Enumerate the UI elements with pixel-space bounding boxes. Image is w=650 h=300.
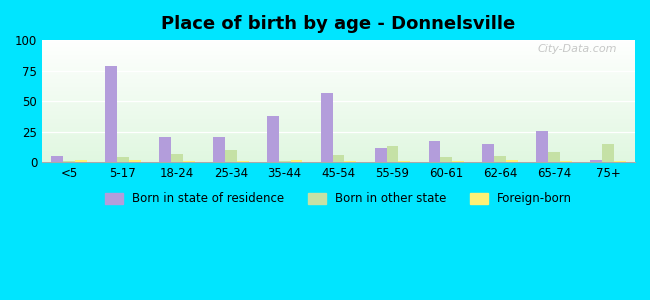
- Bar: [506, 160, 518, 162]
- Bar: [387, 146, 398, 162]
- Bar: [536, 130, 548, 162]
- Bar: [225, 150, 237, 162]
- Bar: [441, 158, 452, 162]
- Bar: [279, 161, 291, 162]
- Title: Place of birth by age - Donnelsville: Place of birth by age - Donnelsville: [161, 15, 515, 33]
- Bar: [105, 66, 117, 162]
- Bar: [344, 161, 356, 162]
- Bar: [51, 156, 63, 162]
- Bar: [237, 161, 248, 162]
- Bar: [320, 93, 333, 162]
- Bar: [129, 160, 141, 162]
- Bar: [482, 144, 494, 162]
- Bar: [75, 160, 87, 162]
- Bar: [333, 155, 344, 162]
- Bar: [171, 154, 183, 162]
- Bar: [183, 161, 194, 162]
- Bar: [590, 160, 602, 162]
- Bar: [452, 161, 464, 162]
- Bar: [291, 160, 302, 162]
- Bar: [267, 116, 279, 162]
- Bar: [213, 136, 225, 162]
- Bar: [398, 161, 410, 162]
- Bar: [602, 144, 614, 162]
- Bar: [117, 158, 129, 162]
- Bar: [428, 142, 441, 162]
- Bar: [374, 148, 387, 162]
- Text: City-Data.com: City-Data.com: [538, 44, 618, 54]
- Bar: [548, 152, 560, 162]
- Bar: [159, 136, 171, 162]
- Legend: Born in state of residence, Born in other state, Foreign-born: Born in state of residence, Born in othe…: [100, 188, 577, 210]
- Bar: [63, 161, 75, 162]
- Bar: [560, 161, 572, 162]
- Bar: [494, 156, 506, 162]
- Bar: [614, 161, 626, 162]
